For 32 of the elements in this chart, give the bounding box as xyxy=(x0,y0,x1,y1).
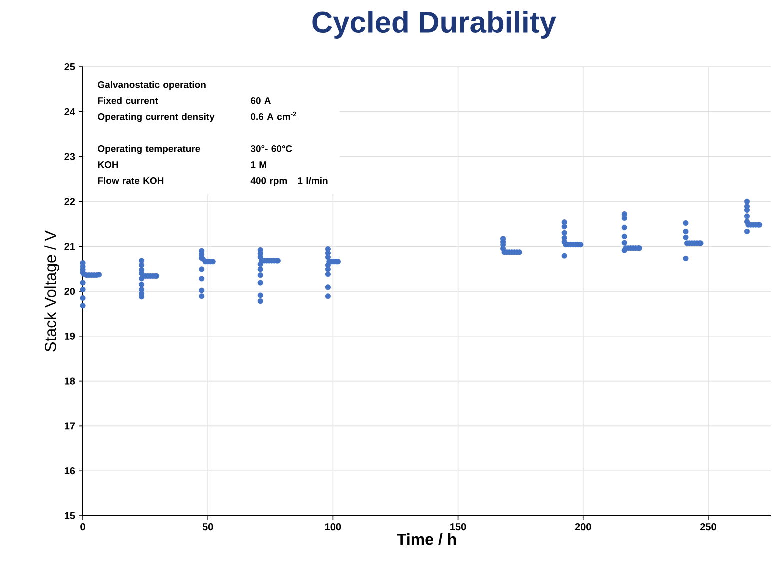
chart-title: Cycled Durability xyxy=(312,11,556,39)
annotation: Flow rate KOH xyxy=(98,177,164,184)
annotation: Fixed current xyxy=(98,97,158,104)
annotation: 1 l/min xyxy=(298,177,328,184)
annotation: 0.6 A cm$^{-2}$ xyxy=(251,112,296,120)
x-tick-label: 250 xyxy=(700,524,716,531)
y-tick-label: 15 xyxy=(64,512,76,520)
y-tick-label: 19 xyxy=(64,332,76,340)
x-axis-title: Time / h xyxy=(397,533,456,546)
x-tick-label: 100 xyxy=(325,524,342,531)
y-tick-label: 22 xyxy=(64,198,76,206)
annotation: Operating temperature xyxy=(98,145,200,154)
y-tick-label: 20 xyxy=(64,288,76,296)
x-tick-label: 0 xyxy=(80,524,86,531)
annotation: 400 rpm xyxy=(250,178,288,186)
x-tick-label: 200 xyxy=(575,524,592,531)
annotation: Operating current density xyxy=(98,113,215,122)
x-tick-label: 150 xyxy=(450,524,466,531)
annotation: 1 M xyxy=(251,162,266,168)
annotation: Galvanostatic operation xyxy=(98,81,206,90)
y-tick-label: 23 xyxy=(64,153,76,160)
y-tick-label: 21 xyxy=(64,243,76,250)
y-axis-title: Stack Voltage / V xyxy=(44,230,60,352)
y-tick-label: 24 xyxy=(64,108,76,116)
y-tick-label: 18 xyxy=(64,378,76,385)
y-tick-label: 16 xyxy=(64,468,76,475)
y-tick-label: 17 xyxy=(64,422,76,430)
annotation: 30°- 60°C xyxy=(250,146,292,152)
annotation: KOH xyxy=(98,162,118,168)
x-tick-label: 50 xyxy=(202,524,214,531)
annotation: 60 A xyxy=(251,98,272,104)
y-tick-label: 25 xyxy=(64,63,76,71)
